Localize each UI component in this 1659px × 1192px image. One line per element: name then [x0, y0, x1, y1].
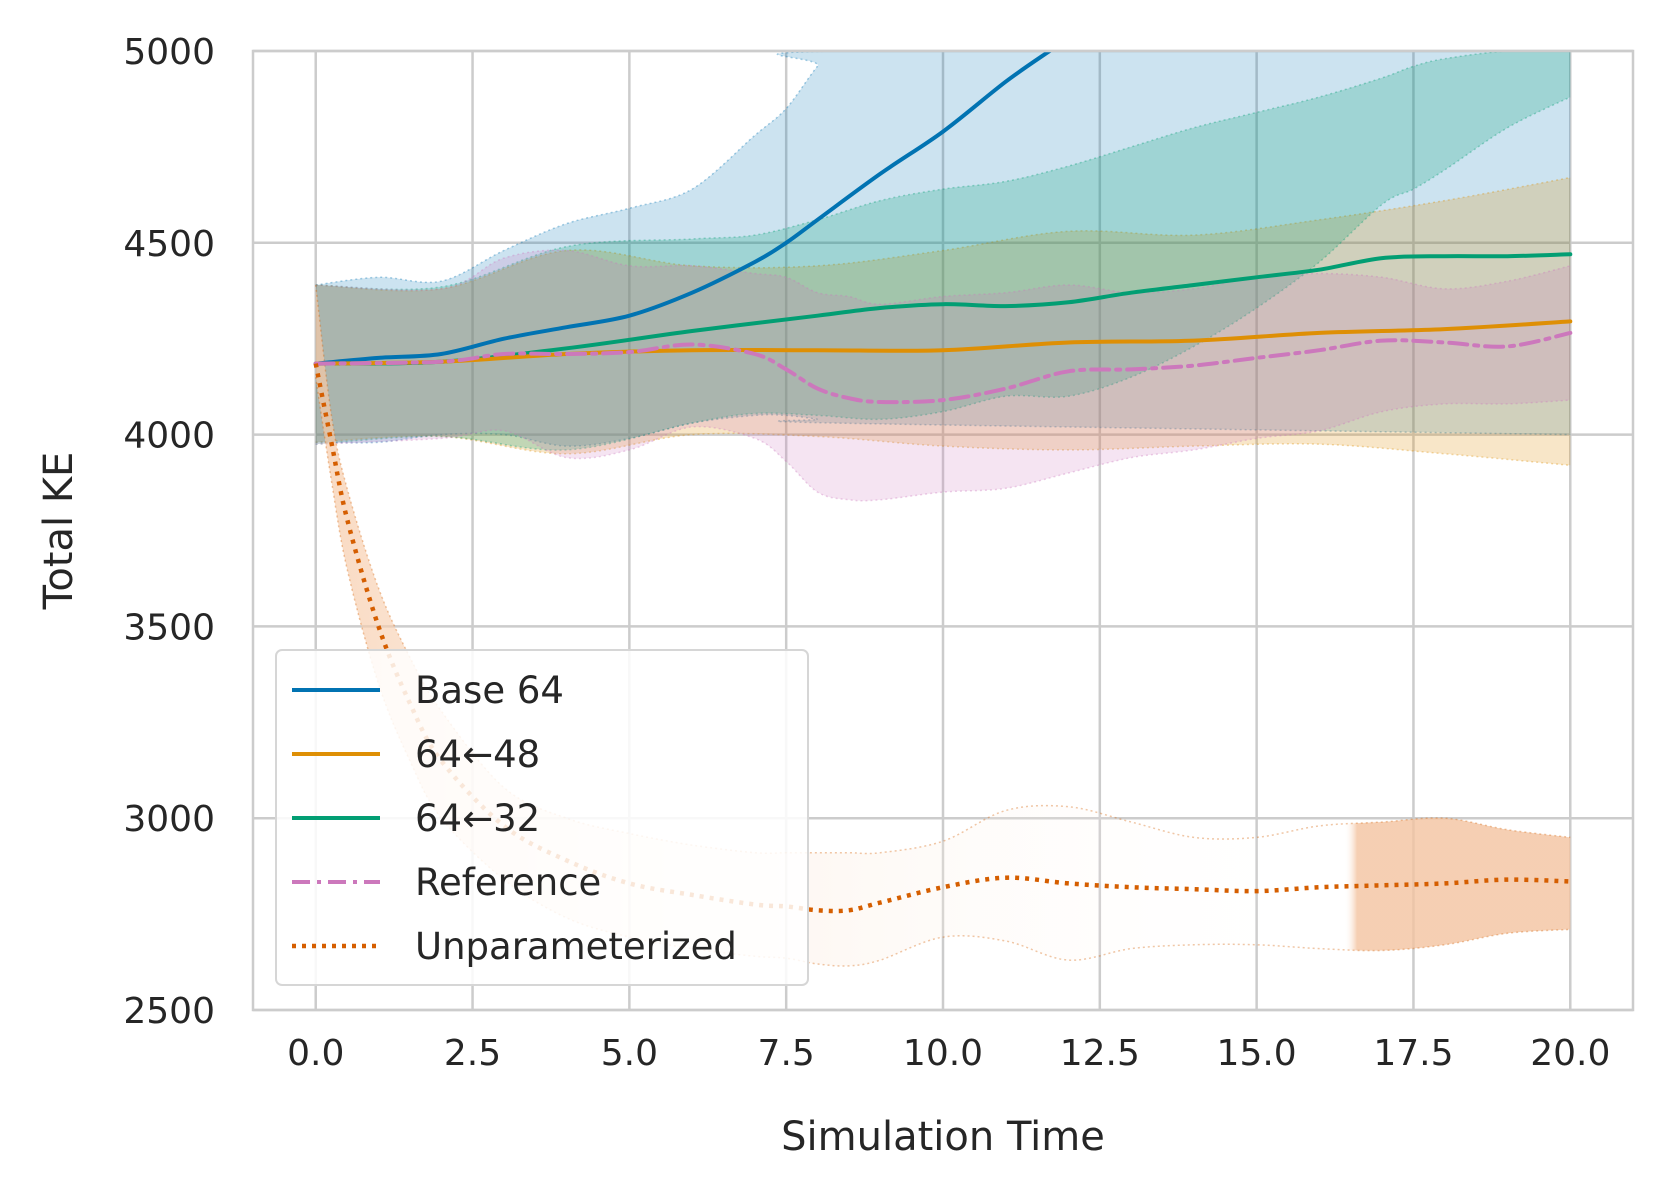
band-edge-upper — [315, 176, 1571, 292]
x-tick-label: 12.5 — [1060, 1033, 1140, 1074]
band-edge-upper — [314, 284, 1571, 855]
x-tick-label: 20.0 — [1530, 1033, 1610, 1074]
y-tick-label: 3000 — [123, 799, 215, 840]
x-tick-label: 10.0 — [903, 1033, 983, 1074]
line-series-1 — [313, 319, 1573, 366]
series-lines — [313, 51, 1573, 914]
band-series-0 — [315, 51, 1571, 447]
line-series-0 — [313, 51, 1052, 366]
x-tick-label: 2.5 — [444, 1033, 501, 1074]
x-tick-label: 0.0 — [287, 1033, 344, 1074]
x-tick-label: 17.5 — [1373, 1033, 1453, 1074]
y-axis-label: Total KE — [36, 452, 82, 611]
band-edge-lower — [315, 96, 1571, 451]
x-axis-label: Simulation Time — [781, 1114, 1105, 1160]
legend-box — [275, 649, 809, 986]
band-edge-upper — [315, 51, 1571, 291]
band-edge-lower — [315, 432, 1571, 467]
band-series-1 — [315, 177, 1571, 466]
x-tick-label: 5.0 — [601, 1033, 658, 1074]
line-series-2 — [313, 252, 1573, 366]
axis-ticks: 0.0 2.5 5.0 7.5 10.0 12.5 15.0 17.5 20.0 2500 3000… — [123, 32, 1610, 1074]
plot-frame — [251, 49, 1635, 1012]
band-edge-lower — [315, 399, 1571, 502]
band-edge-upper — [315, 51, 1571, 286]
band-series-4 — [315, 285, 1571, 967]
y-tick-label: 4000 — [123, 416, 215, 457]
line-series-4 — [313, 363, 1571, 914]
y-tick-label: 4500 — [123, 224, 215, 265]
legend-label: Base 64 — [415, 669, 564, 712]
legend: Base 64 64←48 64←32 Reference Unparameterize… — [275, 649, 809, 986]
legend-label: 64←32 — [415, 797, 540, 840]
line-series-3 — [313, 330, 1573, 405]
x-tick-label: 15.0 — [1217, 1033, 1297, 1074]
y-tick-label: 3500 — [123, 607, 215, 648]
legend-label: Reference — [415, 861, 601, 904]
y-tick-label: 2500 — [123, 991, 215, 1032]
band-series-3 — [315, 250, 1571, 501]
x-tick-label: 7.5 — [758, 1033, 815, 1074]
legend-label: Unparameterized — [415, 925, 737, 968]
legend-label: 64←48 — [415, 733, 540, 776]
y-tick-label: 5000 — [123, 32, 215, 73]
band-edge-lower — [315, 413, 1571, 447]
